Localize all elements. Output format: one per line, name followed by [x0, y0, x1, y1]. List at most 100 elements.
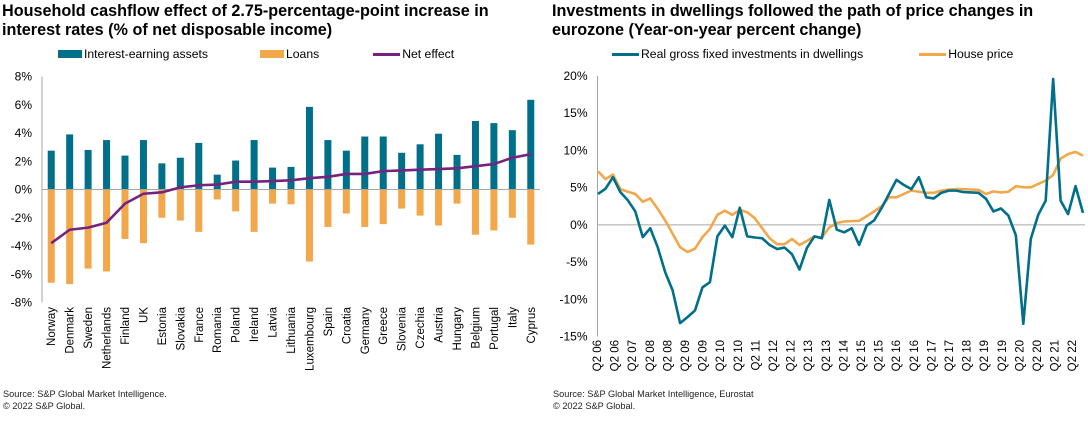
bar-assets: [324, 140, 332, 190]
x-tick-label: Estonia: [157, 306, 169, 345]
y-tick-label: 4%: [15, 126, 33, 140]
net-effect-line: [50, 152, 532, 245]
x-tick-label: Hungary: [452, 307, 464, 351]
x-tick-label: Romania: [212, 306, 224, 353]
x-tick-label: Q2 10: [733, 340, 745, 371]
investment-chart-plot: 20% 15% 10% 5% 0% -5% -10% -15% Q2 06 Q2 06 Q2 07 Q…: [559, 69, 1085, 371]
x-tick-label: Czechia: [415, 306, 427, 348]
x-tick-label: Sweden: [83, 307, 95, 349]
y-tick-label: 0%: [15, 183, 33, 197]
bar-loans: [269, 189, 277, 204]
legend-label-house-price: House price: [948, 47, 1014, 61]
bar-loans: [158, 189, 166, 218]
x-tick-label: Q2 09: [698, 340, 710, 371]
bar-loans: [103, 189, 111, 272]
legend-item-house-price: House price: [919, 47, 1013, 61]
bar-assets: [195, 142, 203, 190]
bar-assets: [435, 133, 443, 190]
bar-loans: [287, 189, 295, 205]
investment-legend: Real gross fixed investments in dwelling…: [612, 47, 1013, 61]
bar-loans: [250, 189, 258, 232]
x-tick-label: Slovenia: [397, 306, 409, 351]
investment-line: [597, 77, 1085, 326]
x-tick-label: Q2 16: [909, 340, 921, 371]
x-tick-label: Portugal: [489, 307, 501, 350]
x-tick-label: Ireland: [249, 307, 261, 342]
right-source: Source: S&P Global Market Intelligence, …: [553, 389, 754, 399]
x-tick-label: Q2 12: [768, 340, 780, 371]
y-tick-label: 20%: [563, 69, 587, 83]
legend-item-assets: Interest-earning assets: [58, 47, 208, 61]
x-tick-label: Q2 07: [627, 340, 639, 371]
bar-loans: [379, 189, 387, 225]
bar-assets: [232, 160, 240, 190]
bar-assets: [103, 140, 111, 190]
bar-loans: [361, 189, 369, 227]
investment-chart-title: Investments in dwellings followed the pa…: [552, 2, 1034, 39]
bar-loans: [508, 189, 516, 218]
x-tick-label: Q2 09: [680, 340, 692, 371]
legend-swatch-net: [373, 52, 401, 56]
x-tick-label: Q2 12: [786, 340, 798, 371]
bar-assets: [342, 150, 350, 190]
y-tick-label: 10%: [563, 143, 587, 157]
bar-assets: [471, 120, 479, 190]
bar-loans: [490, 189, 498, 231]
house-price-line: [597, 150, 1084, 254]
x-tick-label: Q2 18: [962, 340, 974, 371]
y-tick-label: 6%: [15, 98, 33, 112]
y-tick-label: -10%: [559, 292, 587, 306]
y-tick-label: -2%: [11, 211, 33, 225]
x-tick-label: Luxembourg: [304, 307, 316, 371]
bar-assets: [158, 163, 166, 190]
legend-label-loans: Loans: [285, 47, 320, 61]
bar-loans: [471, 189, 479, 235]
x-tick-label: Q2 19: [997, 340, 1009, 371]
x-tick-label: Q2 14: [838, 339, 850, 371]
bar-loans: [66, 189, 74, 285]
bar-assets: [176, 157, 184, 190]
left-footer: Source: S&P Global Market Intelligence. …: [3, 388, 167, 412]
bar-assets: [250, 140, 258, 190]
legend-label-investment: Real gross fixed investments in dwelling…: [641, 47, 864, 61]
y-tick-label: -6%: [11, 267, 33, 281]
bar-assets: [453, 154, 461, 190]
legend-swatch-house-price: [919, 52, 947, 56]
legend-label-net: Net effect: [402, 47, 455, 61]
y-tick-label: -8%: [11, 296, 33, 310]
x-tick-label: Q2 20: [1014, 340, 1026, 371]
bar-assets: [84, 149, 92, 190]
right-copyright: © 2022 S&P Global.: [553, 401, 636, 411]
bar-loans: [213, 189, 221, 200]
x-tick-label: Q2 15: [856, 340, 868, 371]
x-tick-label: Lithuania: [286, 306, 298, 353]
x-tick-label: Netherlands: [102, 307, 114, 369]
bar-loans: [453, 189, 461, 204]
legend-label-assets: Interest-earning assets: [84, 47, 208, 61]
x-tick-label: Croatia: [341, 306, 353, 344]
x-tick-label: Cyprus: [526, 307, 538, 344]
x-tick-label: Slovakia: [175, 306, 187, 350]
x-tick-label: Denmark: [65, 307, 77, 354]
x-tick-label: Q2 15: [874, 340, 886, 371]
right-footer: Source: S&P Global Market Intelligence, …: [553, 388, 754, 412]
bar-assets: [490, 123, 498, 190]
bar-loans: [84, 189, 92, 269]
x-tick-label: Germany: [360, 307, 372, 355]
bar-loans: [232, 189, 240, 212]
x-tick-label: Q2 21: [1050, 340, 1062, 371]
x-tick-label: UK: [138, 307, 150, 323]
legend-item-investment: Real gross fixed investments in dwelling…: [612, 47, 863, 61]
x-tick-label: Q2 22: [1067, 340, 1079, 371]
bar-assets: [527, 99, 535, 190]
x-tick-label: Latvia: [268, 306, 280, 337]
bar-assets: [66, 134, 74, 190]
bar-loans: [121, 189, 129, 239]
y-tick-label: 5%: [570, 181, 588, 195]
legend-item-loans: Loans: [259, 47, 320, 61]
bar-loans: [139, 189, 147, 244]
bar-loans: [176, 189, 184, 221]
bar-assets: [305, 106, 313, 190]
x-tick-label: Q2 17: [944, 340, 956, 371]
x-tick-label: Q2 13: [803, 340, 815, 371]
